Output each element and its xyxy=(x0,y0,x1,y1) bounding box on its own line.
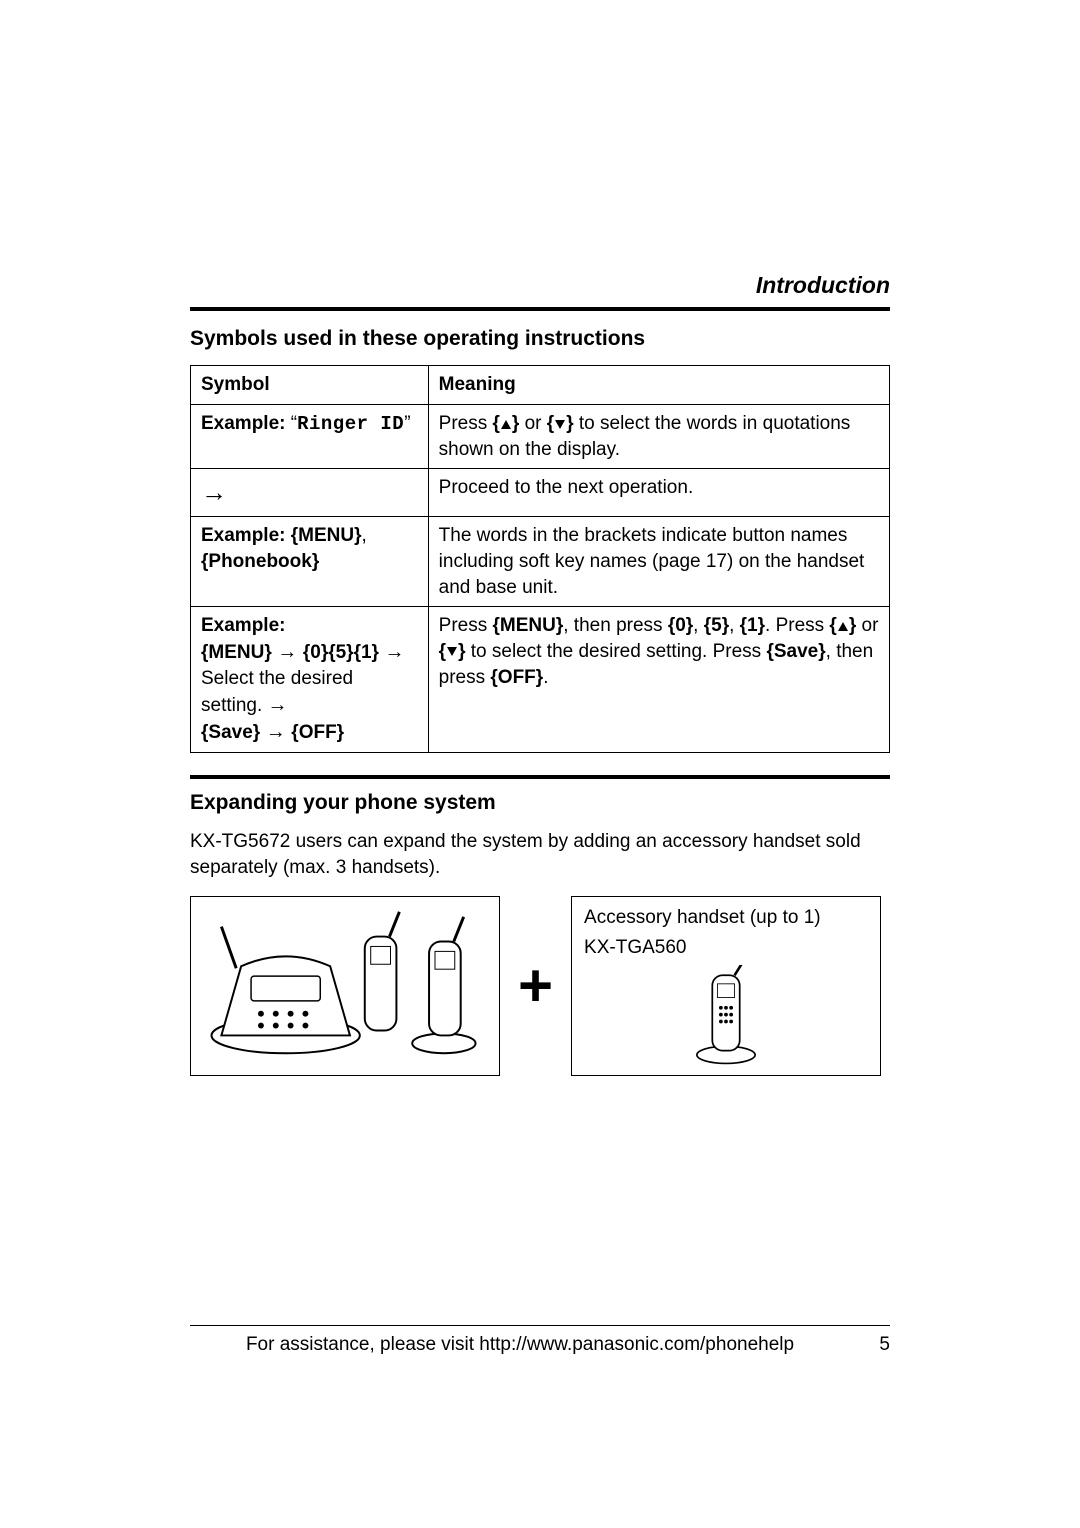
table-row: Example: {MENU} → {0}{5}{1} → Select the… xyxy=(191,607,890,752)
down-arrow-icon xyxy=(447,647,457,656)
meaning-cell: Proceed to the next operation. xyxy=(428,469,889,517)
accessory-label-1: Accessory handset (up to 1) xyxy=(584,905,821,931)
up-arrow-icon xyxy=(501,420,511,429)
label: Example: xyxy=(201,615,285,636)
button-name: {Save} xyxy=(201,722,260,743)
bracket: { xyxy=(547,413,554,434)
label: Example: xyxy=(201,525,291,546)
text: . Press xyxy=(765,615,829,636)
section-header: Introduction xyxy=(190,270,890,311)
symbol-cell: Example: {MENU}, {Phonebook} xyxy=(191,517,429,607)
accessory-label-2: KX-TGA560 xyxy=(584,935,686,961)
button-name: {OFF} xyxy=(291,722,344,743)
bracket: } xyxy=(566,413,573,434)
page-footer: For assistance, please visit http://www.… xyxy=(190,1325,890,1358)
symbols-table: Symbol Meaning Example: “Ringer ID” Pres… xyxy=(190,365,890,752)
arrow-icon: → xyxy=(260,721,291,743)
button-name: {0}{5}{1} xyxy=(303,642,379,663)
text: to select the desired setting. Press xyxy=(465,641,766,662)
table-header-row: Symbol Meaning xyxy=(191,366,890,405)
button-name: {MENU} xyxy=(291,525,362,546)
button-name: {MENU} xyxy=(201,642,272,663)
arrow-icon: → xyxy=(201,477,227,507)
bracket: { xyxy=(493,413,500,434)
label: Example: xyxy=(201,413,291,434)
col-meaning: Meaning xyxy=(428,366,889,405)
col-symbol: Symbol xyxy=(191,366,429,405)
expand-body: KX-TG5672 users can expand the system by… xyxy=(190,829,890,880)
bracket: { xyxy=(829,615,836,636)
expand-figure-row: + Accessory handset (up to 1) KX-TGA560 xyxy=(190,896,890,1076)
meaning-cell: Press {} or {} to select the words in qu… xyxy=(428,405,889,469)
plus-icon: + xyxy=(518,956,553,1016)
symbol-cell: Example: “Ringer ID” xyxy=(191,405,429,469)
arrow-icon: → xyxy=(379,641,405,663)
down-arrow-icon xyxy=(555,420,565,429)
phone-system-icon xyxy=(191,897,499,1075)
text: or xyxy=(856,615,878,636)
expand-heading: Expanding your phone system xyxy=(190,789,890,817)
text: , xyxy=(362,525,367,546)
button-name: {MENU} xyxy=(493,615,564,636)
up-arrow-icon xyxy=(838,622,848,631)
table-row: → Proceed to the next operation. xyxy=(191,469,890,517)
text: , xyxy=(729,615,740,636)
text: , then press xyxy=(563,615,668,636)
table-row: Example: “Ringer ID” Press {} or {} to s… xyxy=(191,405,890,469)
bracket: { xyxy=(439,641,446,662)
button-name: {Save} xyxy=(766,641,825,662)
button-name: {5} xyxy=(704,615,729,636)
footer-text: For assistance, please visit http://www.… xyxy=(190,1332,850,1358)
accessory-figure: Accessory handset (up to 1) KX-TGA560 xyxy=(571,896,881,1076)
table-row: Example: {MENU}, {Phonebook} The words i… xyxy=(191,517,890,607)
section-divider xyxy=(190,775,890,779)
arrow-icon: → xyxy=(272,641,303,663)
meaning-cell: Press {MENU}, then press {0}, {5}, {1}. … xyxy=(428,607,889,752)
accessory-handset-icon xyxy=(666,965,786,1068)
button-name: {1} xyxy=(740,615,765,636)
text: . xyxy=(543,667,548,688)
arrow-icon: → xyxy=(268,694,288,716)
symbol-cell: Example: {MENU} → {0}{5}{1} → Select the… xyxy=(191,607,429,752)
button-name: {Phonebook} xyxy=(201,551,319,572)
symbols-heading: Symbols used in these operating instruct… xyxy=(190,325,890,353)
symbol-cell: → xyxy=(191,469,429,517)
button-name: {OFF} xyxy=(490,667,543,688)
text: or xyxy=(519,413,546,434)
text: , xyxy=(693,615,704,636)
quote-close: ” xyxy=(404,413,410,434)
button-name: {0} xyxy=(668,615,693,636)
base-system-figure xyxy=(190,896,500,1076)
mono-text: Ringer ID xyxy=(297,413,404,435)
text: Press xyxy=(439,413,493,434)
meaning-cell: The words in the brackets indicate butto… xyxy=(428,517,889,607)
text: Press xyxy=(439,615,493,636)
page-number: 5 xyxy=(850,1332,890,1358)
